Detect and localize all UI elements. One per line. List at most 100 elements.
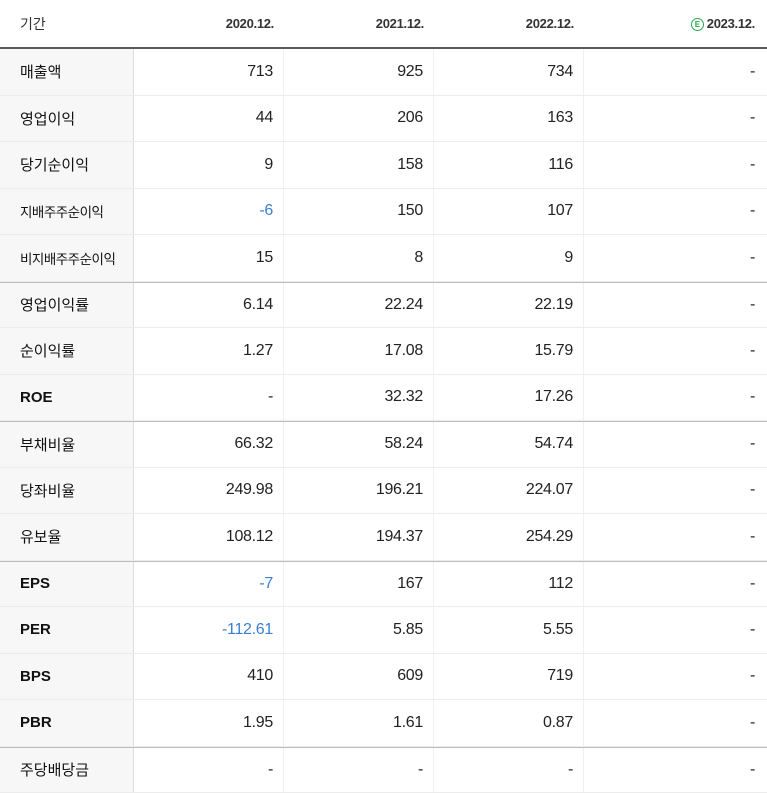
value-cell-2022: 9 xyxy=(434,235,584,281)
value-cell-2022: 719 xyxy=(434,654,584,700)
value-cell-2023: - xyxy=(584,514,767,560)
column-header-2022: 2022.12. xyxy=(434,16,584,31)
value-cell-2021: 158 xyxy=(284,142,434,188)
value-cell-2021: 194.37 xyxy=(284,514,434,560)
row-label: 당좌비율 xyxy=(0,468,134,514)
value-cell-2023: - xyxy=(584,375,767,421)
value-cell-2020: -112.61 xyxy=(134,607,284,653)
row-label: 주당배당금 xyxy=(0,748,134,793)
value-cell-2020: 66.32 xyxy=(134,422,284,467)
value-cell-2022: 54.74 xyxy=(434,422,584,467)
column-header-2020: 2020.12. xyxy=(134,16,284,31)
value-cell-2022: 5.55 xyxy=(434,607,584,653)
value-cell-2022: 112 xyxy=(434,562,584,607)
period-header-label: 기간 xyxy=(0,14,134,34)
value-cell-2020: - xyxy=(134,375,284,421)
value-cell-2021: 8 xyxy=(284,235,434,281)
value-cell-2022: 116 xyxy=(434,142,584,188)
value-cell-2023: - xyxy=(584,422,767,467)
row-label: ROE xyxy=(0,375,134,421)
value-cell-2020: -7 xyxy=(134,562,284,607)
value-cell-2021: 22.24 xyxy=(284,283,434,328)
row-label: 순이익률 xyxy=(0,328,134,374)
column-header-2021: 2021.12. xyxy=(284,16,434,31)
row-label: 당기순이익 xyxy=(0,142,134,188)
row-label: BPS xyxy=(0,654,134,700)
row-label: 지배주주순이익 xyxy=(0,189,134,235)
value-cell-2023: - xyxy=(584,468,767,514)
row-label: EPS xyxy=(0,562,134,607)
row-label: PER xyxy=(0,607,134,653)
value-cell-2023: - xyxy=(584,96,767,142)
row-label: 비지배주주순이익 xyxy=(0,235,134,281)
value-cell-2021: 925 xyxy=(284,49,434,95)
value-cell-2020: 410 xyxy=(134,654,284,700)
value-cell-2022: 0.87 xyxy=(434,700,584,746)
value-cell-2022: 224.07 xyxy=(434,468,584,514)
value-cell-2020: 1.95 xyxy=(134,700,284,746)
value-cell-2020: 1.27 xyxy=(134,328,284,374)
value-cell-2020: -6 xyxy=(134,189,284,235)
value-cell-2020: 6.14 xyxy=(134,283,284,328)
estimate-icon: E xyxy=(691,18,704,31)
value-cell-2021: 609 xyxy=(284,654,434,700)
value-cell-2023: - xyxy=(584,142,767,188)
value-cell-2020: 108.12 xyxy=(134,514,284,560)
value-cell-2021: 150 xyxy=(284,189,434,235)
row-label: 유보율 xyxy=(0,514,134,560)
value-cell-2021: 1.61 xyxy=(284,700,434,746)
row-label: 부채비율 xyxy=(0,422,134,467)
value-cell-2021: 167 xyxy=(284,562,434,607)
value-cell-2020: 713 xyxy=(134,49,284,95)
value-cell-2023: - xyxy=(584,49,767,95)
value-cell-2021: 32.32 xyxy=(284,375,434,421)
value-cell-2020: 44 xyxy=(134,96,284,142)
value-cell-2023: - xyxy=(584,189,767,235)
row-label: 영업이익 xyxy=(0,96,134,142)
value-cell-2022: 15.79 xyxy=(434,328,584,374)
value-cell-2023: - xyxy=(584,235,767,281)
value-cell-2020: 15 xyxy=(134,235,284,281)
value-cell-2023: - xyxy=(584,283,767,328)
value-cell-2022: - xyxy=(434,748,584,793)
value-cell-2021: 206 xyxy=(284,96,434,142)
column-header-2023-label: 2023.12. xyxy=(707,16,755,31)
value-cell-2022: 17.26 xyxy=(434,375,584,421)
row-label: 매출액 xyxy=(0,49,134,95)
value-cell-2020: 249.98 xyxy=(134,468,284,514)
value-cell-2021: 17.08 xyxy=(284,328,434,374)
value-cell-2022: 254.29 xyxy=(434,514,584,560)
value-cell-2023: - xyxy=(584,607,767,653)
value-cell-2022: 22.19 xyxy=(434,283,584,328)
value-cell-2023: - xyxy=(584,748,767,793)
value-cell-2021: 196.21 xyxy=(284,468,434,514)
row-label: PBR xyxy=(0,700,134,746)
value-cell-2021: 58.24 xyxy=(284,422,434,467)
value-cell-2023: - xyxy=(584,562,767,607)
table-row: 주당배당금---- xyxy=(0,747,767,793)
value-cell-2020: - xyxy=(134,748,284,793)
value-cell-2020: 9 xyxy=(134,142,284,188)
value-cell-2023: - xyxy=(584,700,767,746)
value-cell-2022: 107 xyxy=(434,189,584,235)
value-cell-2023: - xyxy=(584,328,767,374)
